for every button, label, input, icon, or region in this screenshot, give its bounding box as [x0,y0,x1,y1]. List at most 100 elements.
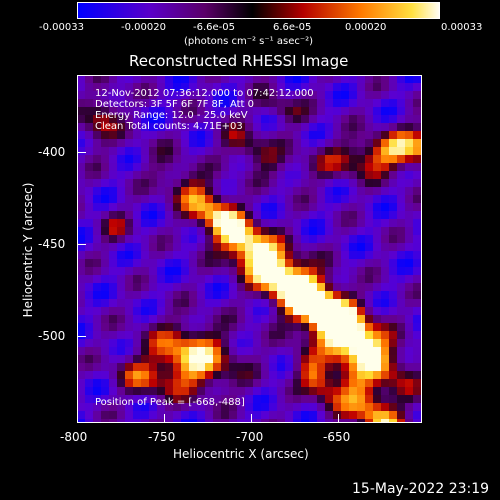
image-pixel [117,323,125,331]
image-pixel [229,147,237,155]
image-pixel [381,347,389,355]
image-pixel [77,91,85,99]
image-pixel [85,235,93,243]
image-pixel [341,347,349,355]
image-pixel [301,227,309,235]
image-pixel [253,235,261,243]
image-pixel [341,227,349,235]
colorbar-unit-label: (photons cm⁻² s⁻¹ asec⁻²) [184,36,314,47]
image-pixel [261,91,269,99]
image-pixel [389,187,397,195]
image-pixel [85,179,93,187]
image-pixel [85,291,93,299]
image-pixel [357,171,365,179]
plot-title: Reconstructed RHESSI Image [129,52,349,70]
image-pixel [173,227,181,235]
image-pixel [109,219,117,227]
image-pixel [245,411,253,419]
image-pixel [93,307,101,315]
y-tick-label-1: -400 [38,145,66,159]
image-pixel [253,403,261,411]
image-pixel [301,379,309,387]
image-pixel [341,419,349,423]
image-pixel [421,355,422,363]
image-pixel [157,147,165,155]
image-pixel [333,379,341,387]
image-pixel [269,171,277,179]
image-pixel [405,195,413,203]
image-pixel [85,339,93,347]
image-pixel [109,283,117,291]
image-pixel [269,187,277,195]
image-pixel [285,419,293,423]
image-pixel [381,379,389,387]
image-pixel [189,275,197,283]
image-pixel [301,339,309,347]
image-pixel [173,323,181,331]
image-pixel [309,227,317,235]
image-pixel [197,275,205,283]
image-pixel [285,131,293,139]
image-pixel [181,187,189,195]
image-pixel [181,219,189,227]
image-pixel [373,99,381,107]
image-pixel [301,235,309,243]
image-pixel [277,147,285,155]
image-pixel [117,211,125,219]
image-pixel [261,307,269,315]
image-pixel [221,315,229,323]
image-pixel [325,387,333,395]
image-pixel [365,99,373,107]
image-pixel [293,179,301,187]
image-pixel [421,99,422,107]
image-pixel [85,219,93,227]
image-pixel [389,171,397,179]
image-pixel [77,331,85,339]
image-pixel [133,403,141,411]
image-pixel [189,259,197,267]
image-pixel [277,419,285,423]
image-pixel [277,139,285,147]
image-pixel [93,139,101,147]
image-pixel [205,307,213,315]
image-pixel [357,131,365,139]
image-pixel [357,267,365,275]
image-pixel [125,411,133,419]
colorbar-tick-2: -0.00020 [121,22,166,33]
image-pixel [293,163,301,171]
image-pixel [213,259,221,267]
image-pixel [101,283,109,291]
image-pixel [165,403,173,411]
image-pixel [197,203,205,211]
image-pixel [125,291,133,299]
image-pixel [421,235,422,243]
image-pixel [237,155,245,163]
image-pixel [325,267,333,275]
image-pixel [365,411,373,419]
image-pixel [293,235,301,243]
image-pixel [229,155,237,163]
image-pixel [285,251,293,259]
image-pixel [181,99,189,107]
image-pixel [365,195,373,203]
image-pixel [181,363,189,371]
image-pixel [149,419,157,423]
image-pixel [181,83,189,91]
image-pixel [261,371,269,379]
image-pixel [229,291,237,299]
image-pixel [261,395,269,403]
image-pixel [309,363,317,371]
image-pixel [181,179,189,187]
image-pixel [301,83,309,91]
image-pixel [389,131,397,139]
image-pixel [317,267,325,275]
image-pixel [85,307,93,315]
image-pixel [229,275,237,283]
image-pixel [77,155,85,163]
image-pixel [109,251,117,259]
image-pixel [125,187,133,195]
image-pixel [413,139,421,147]
image-pixel [309,419,317,423]
image-pixel [197,291,205,299]
image-pixel [101,99,109,107]
